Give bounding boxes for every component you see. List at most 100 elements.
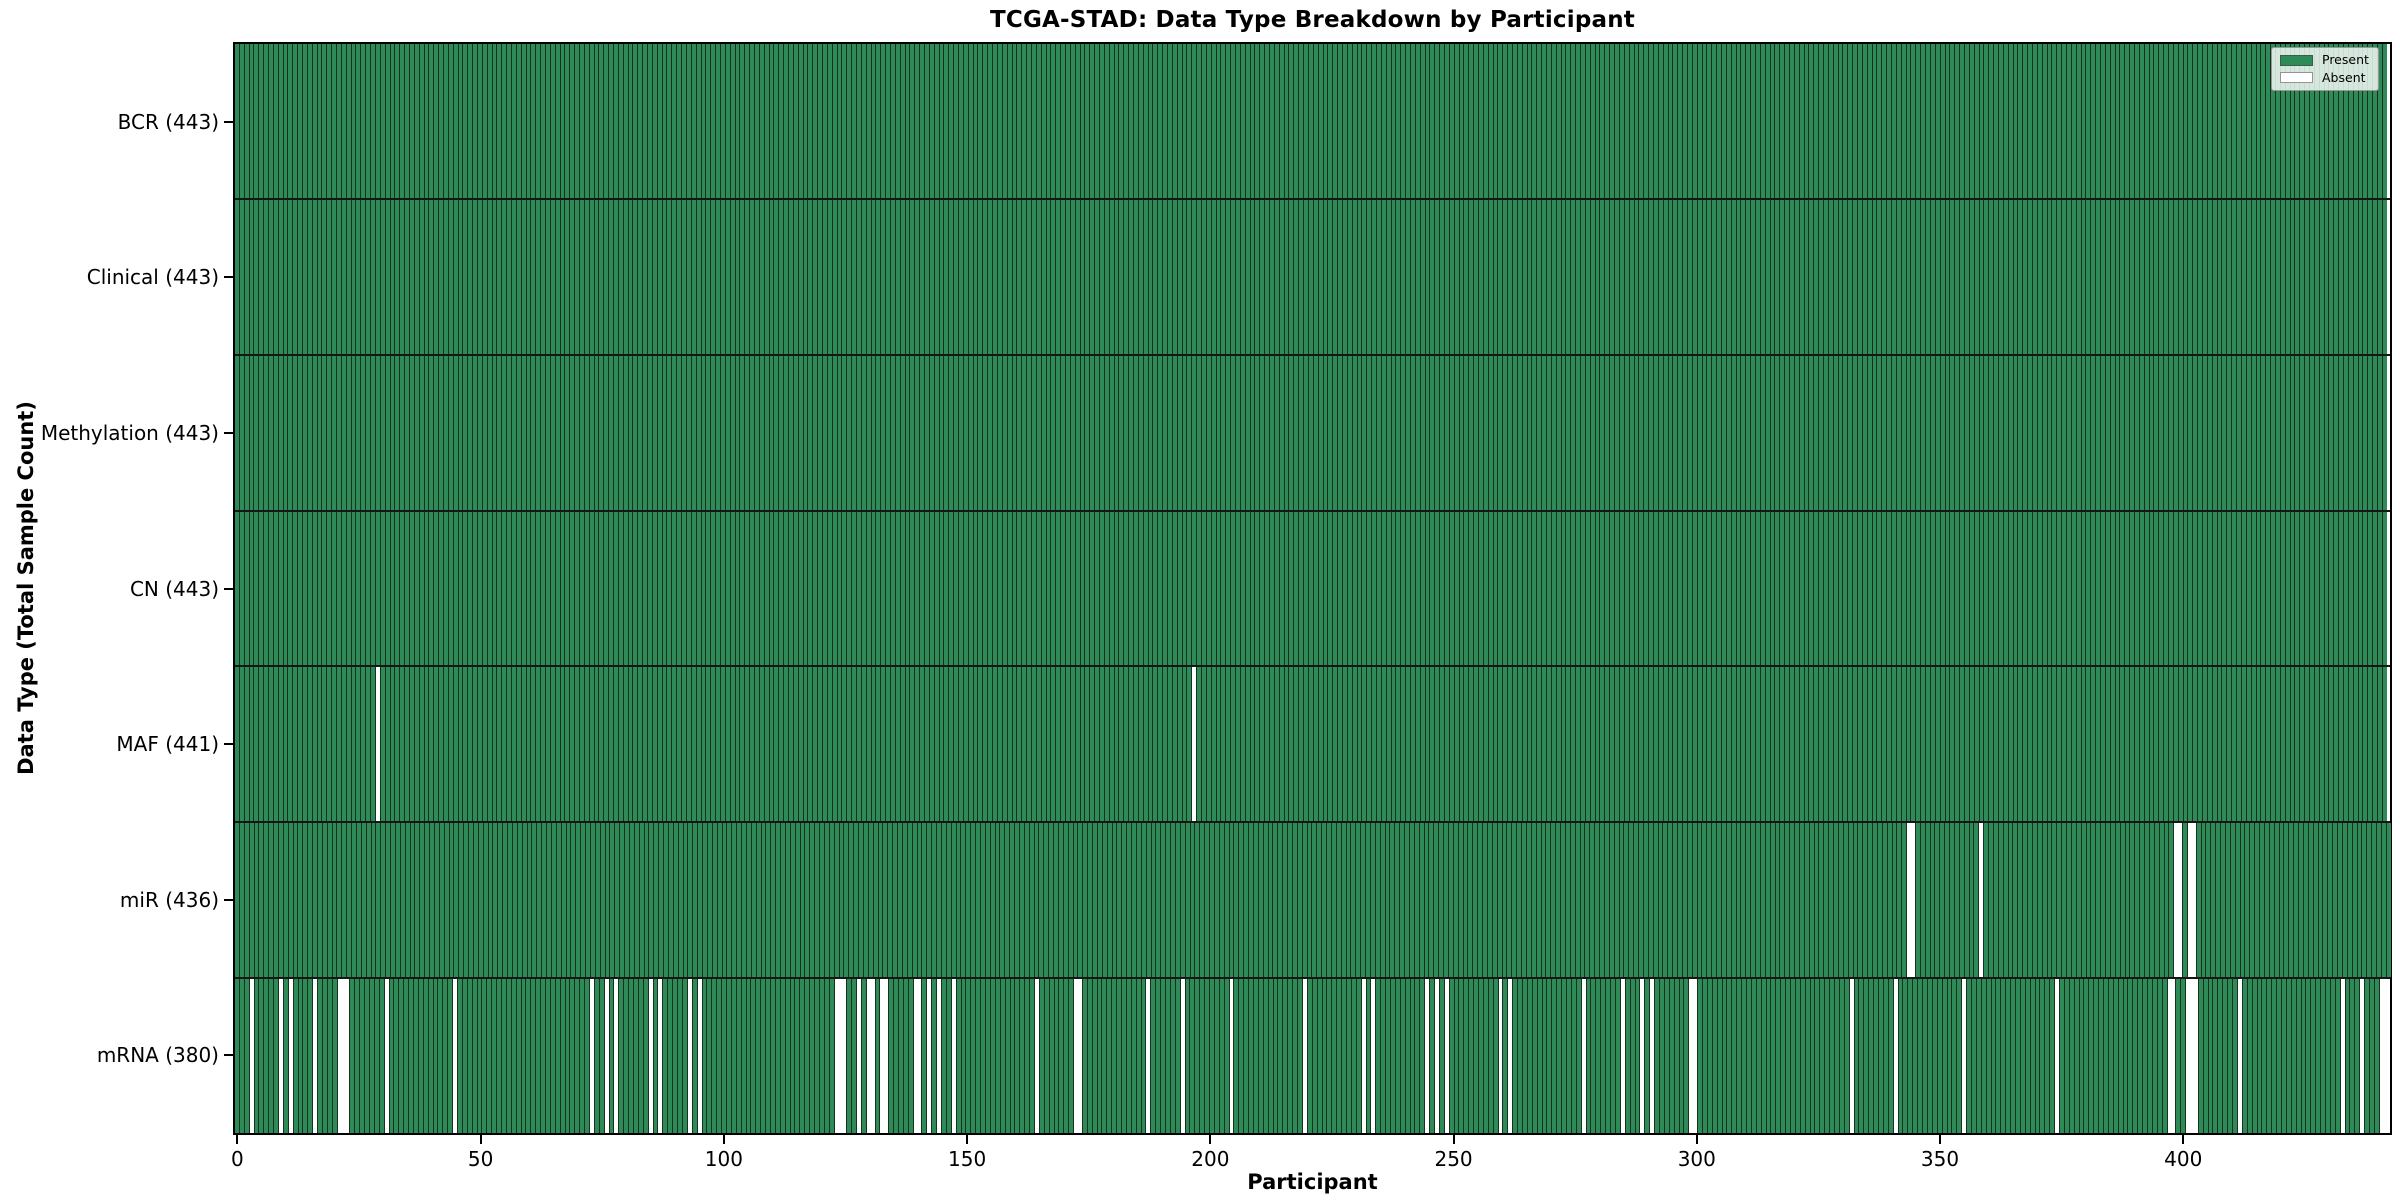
heatmap-cell [1686,511,1692,666]
heatmap-cell [945,823,951,978]
heatmap-cell [1949,199,1955,354]
heatmap-cell [1735,823,1741,978]
heatmap-cell [365,199,371,354]
heatmap-cell [807,511,813,666]
heatmap-cell [685,355,691,510]
heatmap-cell [1448,667,1454,822]
heatmap-cell [2251,979,2257,1134]
heatmap-cell [686,979,692,1134]
heatmap-cell [486,511,492,666]
heatmap-cell [1609,355,1615,510]
heatmap-cell [1759,355,1765,510]
heatmap-cell [1725,44,1731,198]
heatmap-cell [1443,823,1448,978]
heatmap-cell [958,355,963,510]
heatmap-cell [1735,511,1741,666]
heatmap-cell [716,823,722,978]
heatmap-cell [2078,979,2084,1134]
heatmap-cell [1487,44,1493,198]
heatmap-cell [836,355,842,510]
heatmap-cell [1205,44,1211,198]
heatmap-cell [933,667,939,822]
heatmap-cell [1900,667,1906,822]
heatmap-cell [389,355,395,510]
heatmap-cell [481,979,487,1134]
heatmap-cell [1404,979,1410,1134]
heatmap-cell [716,979,722,1134]
heatmap-cell [768,199,774,354]
heatmap-cell [1643,44,1649,198]
heatmap-cell [1954,44,1960,198]
heatmap-cell [1808,355,1814,510]
heatmap-cell [1638,667,1644,822]
heatmap-cell [1958,823,1964,978]
heatmap-cell [2143,199,2149,354]
heatmap-cell [1589,667,1595,822]
heatmap-cell [1035,199,1041,354]
heatmap-cell [899,667,905,822]
heatmap-cell [1920,44,1926,198]
heatmap-cell [1934,355,1940,510]
heatmap-cell [1688,979,1694,1134]
heatmap-cell [1988,44,1994,198]
heatmap-cell [1084,667,1090,822]
heatmap-cell [1336,979,1342,1134]
heatmap-cell [1993,355,1998,510]
heatmap-cell [1162,355,1167,510]
heatmap-cell [1249,667,1255,822]
heatmap-cell [1963,199,1969,354]
heatmap-cell [1803,823,1809,978]
heatmap-cell [1478,667,1483,822]
heatmap-cell [695,44,701,198]
heatmap-cell [1014,979,1020,1134]
heatmap-cell [2075,199,2081,354]
heatmap-cell [1672,667,1678,822]
heatmap-cell [1341,979,1346,1134]
heatmap-cell [1405,199,1410,354]
heatmap-cell [1905,355,1911,510]
heatmap-cell [1706,511,1712,666]
heatmap-cell [643,823,649,978]
heatmap-cell [2211,511,2217,666]
heatmap-cell [996,511,1002,666]
heatmap-cell [2216,199,2222,354]
heatmap-cell [2119,44,2125,198]
heatmap-cell [1303,44,1308,198]
heatmap-cell [1055,199,1061,354]
heatmap-cell [1866,199,1872,354]
heatmap-cell [1079,44,1085,198]
heatmap-cell [1992,823,1998,978]
heatmap-cell [1045,511,1051,666]
heatmap-cell [1282,979,1288,1134]
heatmap-cell [1570,199,1576,354]
heatmap-cell [336,979,342,1134]
heatmap-cell [1132,355,1138,510]
heatmap-cell [936,823,941,978]
heatmap-cell [389,667,395,822]
heatmap-cell [1944,199,1950,354]
heatmap-cell [1215,44,1221,198]
heatmap-cell [1701,199,1707,354]
heatmap-cell [697,823,702,978]
heatmap-cell [1774,667,1780,822]
heatmap-cell [1716,355,1721,510]
heatmap-cell [424,823,429,978]
heatmap-cell [1585,979,1591,1134]
heatmap-cell [2182,823,2187,978]
heatmap-cell [729,44,735,198]
heatmap-cell [297,511,303,666]
heatmap-cell [491,979,497,1134]
heatmap-cell [1058,979,1064,1134]
heatmap-cell [1711,355,1717,510]
heatmap-cell [2027,823,2032,978]
heatmap-cell [525,44,531,198]
heatmap-cell [879,979,885,1134]
heatmap-cell [408,511,414,666]
heatmap-cell [1963,44,1969,198]
x-tick-mark [2182,1135,2185,1144]
heatmap-cell [826,355,832,510]
heatmap-cell [235,823,239,978]
heatmap-cell [1857,44,1862,198]
heatmap-cell [666,667,672,822]
heatmap-cell [1235,511,1240,666]
